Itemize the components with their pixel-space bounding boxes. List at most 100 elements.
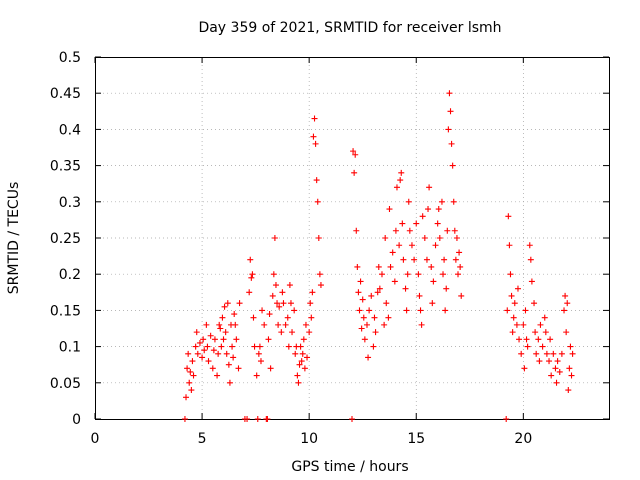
data-point xyxy=(520,321,527,328)
data-point xyxy=(415,271,422,278)
data-point xyxy=(521,365,528,372)
x-tick-label: 10 xyxy=(300,431,318,447)
data-point xyxy=(233,336,240,343)
chart-title: Day 359 of 2021, SRMTID for receiver lsm… xyxy=(198,20,501,36)
data-point xyxy=(509,329,516,336)
data-point xyxy=(447,108,454,115)
data-point xyxy=(356,307,363,314)
data-point xyxy=(516,336,523,343)
data-point xyxy=(547,336,554,343)
plot-frame xyxy=(95,57,610,420)
data-point xyxy=(385,314,392,321)
data-point xyxy=(389,249,396,256)
data-point xyxy=(256,343,263,350)
data-point xyxy=(314,198,321,205)
y-tick-label: 0.4 xyxy=(59,122,81,138)
data-point xyxy=(442,307,449,314)
data-point xyxy=(374,289,381,296)
data-point xyxy=(458,292,465,299)
data-point xyxy=(211,336,218,343)
data-point xyxy=(223,350,230,357)
data-point xyxy=(513,321,520,328)
data-point xyxy=(253,372,260,379)
data-point xyxy=(306,329,313,336)
data-point xyxy=(375,263,382,270)
data-point xyxy=(204,343,211,350)
data-point xyxy=(434,220,441,227)
data-point xyxy=(193,329,200,336)
data-point xyxy=(448,140,455,147)
data-point xyxy=(284,314,291,321)
data-point xyxy=(383,300,390,307)
data-point xyxy=(363,321,370,328)
data-point xyxy=(436,235,443,241)
data-point xyxy=(215,350,222,357)
data-point xyxy=(426,184,433,191)
data-point xyxy=(249,271,256,278)
data-point xyxy=(317,282,324,289)
data-point xyxy=(275,321,282,328)
data-point xyxy=(235,365,242,372)
data-point xyxy=(359,296,366,303)
data-point xyxy=(435,206,442,213)
data-point xyxy=(201,347,208,354)
data-point xyxy=(535,336,542,343)
data-point xyxy=(370,343,377,350)
data-point xyxy=(353,227,360,234)
data-point xyxy=(217,325,224,332)
data-point xyxy=(257,358,264,365)
data-point xyxy=(539,343,546,350)
data-point xyxy=(308,314,315,321)
data-point xyxy=(376,285,383,292)
data-point xyxy=(378,271,385,278)
data-point xyxy=(438,198,445,205)
data-point xyxy=(205,358,212,365)
data-point xyxy=(393,184,400,191)
x-tick-label: 15 xyxy=(407,431,425,447)
data-point xyxy=(563,329,570,336)
data-point xyxy=(214,372,221,379)
data-point xyxy=(187,368,194,375)
data-point xyxy=(183,394,190,401)
data-point xyxy=(506,242,513,249)
data-point xyxy=(556,368,563,375)
data-point xyxy=(368,292,375,299)
data-point xyxy=(508,292,515,299)
data-point xyxy=(351,169,358,176)
data-points xyxy=(181,90,576,422)
data-point xyxy=(361,336,368,343)
data-point xyxy=(432,242,439,249)
data-point xyxy=(542,329,549,336)
data-point xyxy=(266,311,273,318)
data-point xyxy=(558,350,565,357)
x-tick-label: 5 xyxy=(198,431,207,447)
data-point xyxy=(416,292,423,299)
data-point xyxy=(449,162,456,169)
axes: 0 5 10 15 20 0 0.05 0.1 0.15 0.2 0.25 0.3 0.35 0.4 0.4… xyxy=(50,50,609,447)
data-point xyxy=(444,227,451,234)
data-point xyxy=(296,361,303,368)
y-tick-label: 0.15 xyxy=(50,303,81,319)
data-point xyxy=(522,307,529,314)
data-point xyxy=(299,350,306,357)
data-point xyxy=(406,227,413,234)
data-point xyxy=(274,300,281,307)
data-point xyxy=(185,350,192,357)
y-tick-label: 0.5 xyxy=(59,50,81,66)
data-point xyxy=(418,321,425,328)
data-point xyxy=(543,350,550,357)
data-point xyxy=(554,358,561,365)
data-point xyxy=(526,242,533,249)
data-point xyxy=(350,148,357,155)
data-point xyxy=(421,235,428,241)
data-point xyxy=(371,314,378,321)
data-point xyxy=(455,271,462,278)
data-point xyxy=(451,227,458,234)
data-point xyxy=(541,314,548,321)
data-point xyxy=(301,365,308,372)
x-axis-label: GPS time / hours xyxy=(291,459,408,475)
data-point xyxy=(504,307,511,314)
data-point xyxy=(315,235,322,241)
data-point xyxy=(298,358,305,365)
data-point xyxy=(349,416,355,422)
